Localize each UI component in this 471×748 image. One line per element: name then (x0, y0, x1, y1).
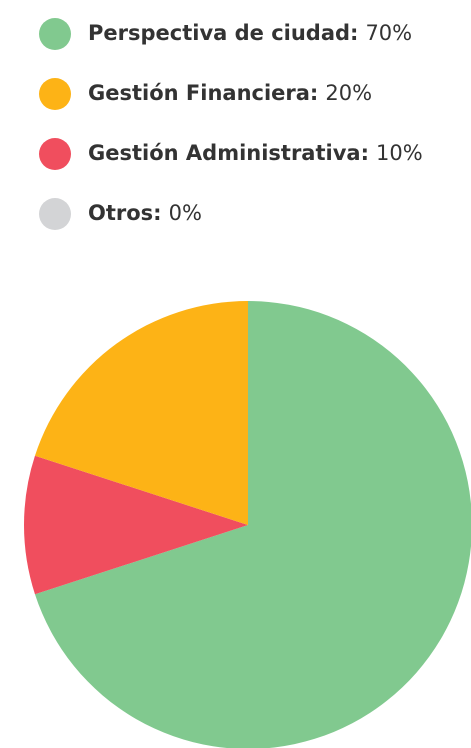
legend-name: Gestión Administrativa: (88, 141, 369, 165)
legend-value: 0% (169, 201, 202, 225)
pie-slice (34, 301, 248, 525)
legend-swatch (39, 78, 71, 110)
legend-label: Perspectiva de ciudad: 70% (88, 21, 412, 45)
legend-swatch (39, 18, 71, 50)
legend-value: 10% (376, 141, 423, 165)
legend-name: Otros: (88, 201, 162, 225)
legend-label: Otros: 0% (88, 201, 202, 225)
legend-name: Gestión Financiera: (88, 81, 318, 105)
pie-slice (34, 301, 471, 748)
legend-value: 20% (325, 81, 372, 105)
legend-label: Gestión Administrativa: 10% (88, 141, 423, 165)
pie-slice (24, 455, 248, 595)
legend-name: Perspectiva de ciudad: (88, 21, 358, 45)
legend-label: Gestión Financiera: 20% (88, 81, 372, 105)
legend-swatch (39, 198, 71, 230)
legend-value: 70% (365, 21, 412, 45)
legend-swatch (39, 138, 71, 170)
